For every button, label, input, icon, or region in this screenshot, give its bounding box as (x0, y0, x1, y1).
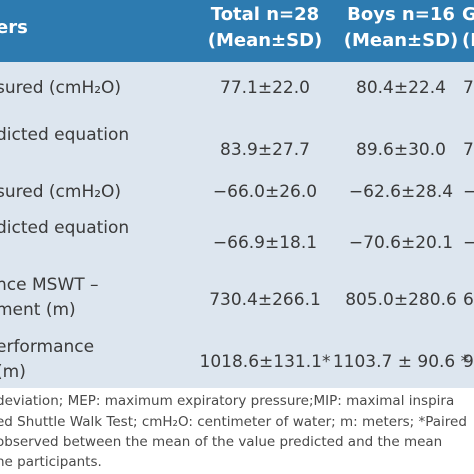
header-band (0, 0, 474, 62)
cell: 77.1±22.0 (220, 78, 310, 98)
header-cell: (M (462, 30, 474, 51)
header-cell: Boys n=16 (347, 4, 455, 25)
cell: 1018.6±131.1* (199, 352, 331, 372)
header-cell: (Mean±SD) (343, 30, 459, 51)
cell: 7 (463, 140, 474, 160)
footnote: observed between the mean of the value p… (0, 434, 443, 450)
cell: 730.4±266.1 (209, 290, 321, 310)
cell: − (463, 182, 474, 202)
footnote: ed Shuttle Walk Test; cmH₂O: centimeter … (0, 414, 467, 430)
footnote: deviation; MEP: maximum expiratory press… (0, 393, 455, 409)
body-band (0, 62, 474, 388)
cell: −70.6±20.1 (348, 233, 454, 253)
header-cell: (Mean±SD) (207, 30, 323, 51)
cell: −62.6±28.4 (348, 182, 454, 202)
cell: 1103.7 ± 90.6 * (332, 352, 470, 372)
cell: 6 (463, 290, 474, 310)
cell: 805.0±280.6 (345, 290, 457, 310)
row-label: dicted equation (0, 218, 130, 238)
row-label: (m) (0, 362, 26, 382)
footnote: he participants. (0, 454, 102, 470)
cell: 9 (463, 352, 474, 372)
row-label: erformance (0, 337, 95, 357)
cell: 89.6±30.0 (356, 140, 446, 160)
cell: 80.4±22.4 (356, 78, 446, 98)
cell: −66.9±18.1 (212, 233, 318, 253)
cell: −66.0±26.0 (212, 182, 318, 202)
header-cell: ers (0, 17, 28, 38)
row-label: nce MSWT – (0, 275, 99, 295)
cell: 83.9±27.7 (220, 140, 310, 160)
row-label: sured (cmH₂O) (0, 78, 122, 98)
row-label: dicted equation (0, 125, 130, 145)
header-cell: G (462, 4, 474, 25)
cell: 7 (463, 78, 474, 98)
header-cell: Total n=28 (210, 4, 320, 25)
cell: − (463, 233, 474, 253)
row-label: sured (cmH₂O) (0, 182, 122, 202)
row-label: ment (m) (0, 300, 76, 320)
